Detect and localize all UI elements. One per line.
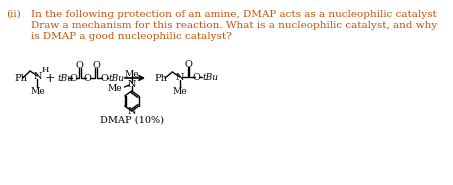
Text: N: N [127, 80, 136, 88]
Text: O: O [100, 73, 108, 83]
Text: N: N [127, 107, 136, 115]
Text: Ph: Ph [154, 73, 167, 83]
Text: O: O [193, 73, 201, 82]
Text: +: + [44, 71, 55, 85]
Text: O: O [92, 60, 100, 70]
Text: Me: Me [107, 83, 122, 92]
Text: Me: Me [173, 87, 187, 95]
Text: Me: Me [125, 70, 139, 78]
Text: O: O [76, 60, 84, 70]
Text: In the following protection of an amine, DMAP acts as a nucleophilic catalyst: In the following protection of an amine,… [31, 10, 437, 19]
Text: (ii): (ii) [6, 10, 21, 19]
Text: O: O [69, 73, 77, 83]
Text: tBu: tBu [109, 73, 125, 83]
Text: N: N [175, 73, 184, 82]
Text: N: N [33, 71, 42, 80]
Text: DMAP (10%): DMAP (10%) [100, 116, 164, 125]
Text: tBu: tBu [58, 73, 74, 83]
Text: is DMAP a good nucleophilic catalyst?: is DMAP a good nucleophilic catalyst? [31, 32, 231, 41]
Text: O: O [185, 60, 193, 68]
Text: Draw a mechanism for this reaction. What is a nucleophilic catalyst, and why: Draw a mechanism for this reaction. What… [31, 21, 437, 30]
Text: Ph: Ph [14, 73, 28, 83]
Text: O: O [84, 73, 92, 83]
Text: Me: Me [30, 87, 45, 95]
Text: H: H [42, 66, 49, 74]
Text: tBu: tBu [202, 73, 218, 82]
